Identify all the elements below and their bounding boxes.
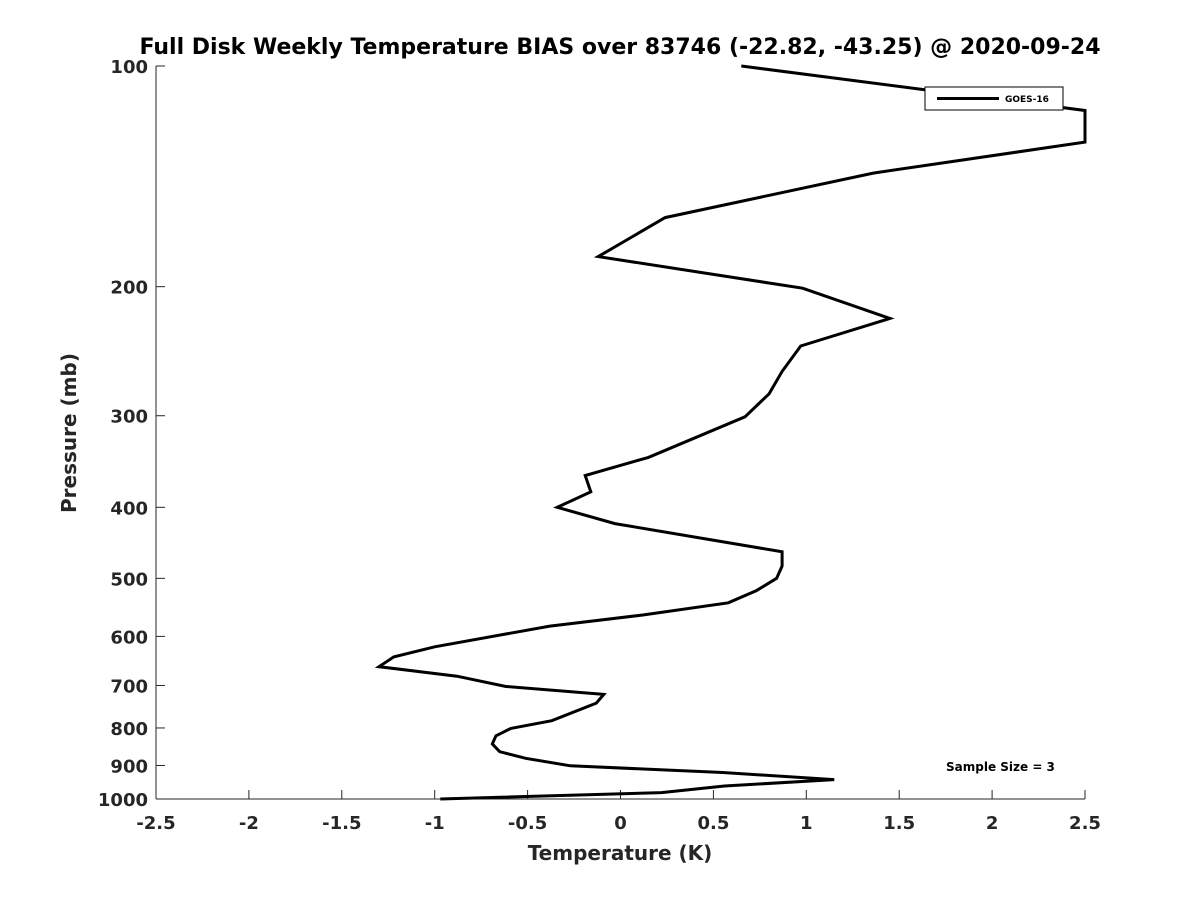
x-tick-label: -1 <box>425 813 445 834</box>
y-tick-label: 500 <box>110 569 148 590</box>
y-tick-label: 200 <box>110 278 148 299</box>
x-tick-label: 1 <box>800 813 813 834</box>
legend-label-goes-16: GOES-16 <box>1005 95 1049 105</box>
y-axis-label: Pressure (mb) <box>57 353 81 513</box>
x-tick-label: -2 <box>239 813 259 834</box>
x-tick-label: -2.5 <box>136 813 175 834</box>
x-ticks: -2.5 -2 -1.5 -1 -0.5 0 0.5 1 1.5 2 2.5 <box>136 790 1101 834</box>
x-tick-label: -1.5 <box>322 813 361 834</box>
y-tick-label: 700 <box>110 676 148 697</box>
y-ticks: 100 200 300 400 500 600 700 800 900 1000 <box>98 57 165 811</box>
y-tick-label: 400 <box>110 498 148 519</box>
x-tick-label: 1.5 <box>883 813 915 834</box>
plot-area: -2.5 -2 -1.5 -1 -0.5 0 0.5 1 1.5 2 2.5 100 200 300 40… <box>98 57 1101 834</box>
chart-title: Full Disk Weekly Temperature BIAS over 8… <box>139 35 1100 60</box>
legend: GOES-16 <box>924 86 1064 111</box>
x-tick-label: 2 <box>986 813 999 834</box>
y-tick-label: 900 <box>110 756 148 777</box>
y-tick-label: 300 <box>110 407 148 428</box>
y-tick-label: 600 <box>110 627 148 648</box>
series-line-goes-16 <box>374 64 1087 801</box>
x-tick-label: 0 <box>614 813 627 834</box>
x-tick-label: 0.5 <box>697 813 729 834</box>
y-tick-label: 100 <box>110 57 148 78</box>
y-tick-label: 1000 <box>98 790 148 811</box>
series-layer <box>374 64 1087 801</box>
sample-size-annotation: Sample Size = 3 <box>946 760 1055 774</box>
y-tick-label: 800 <box>110 719 148 740</box>
x-tick-label: 2.5 <box>1069 813 1101 834</box>
x-tick-label: -0.5 <box>508 813 547 834</box>
x-axis-label: Temperature (K) <box>528 841 713 865</box>
